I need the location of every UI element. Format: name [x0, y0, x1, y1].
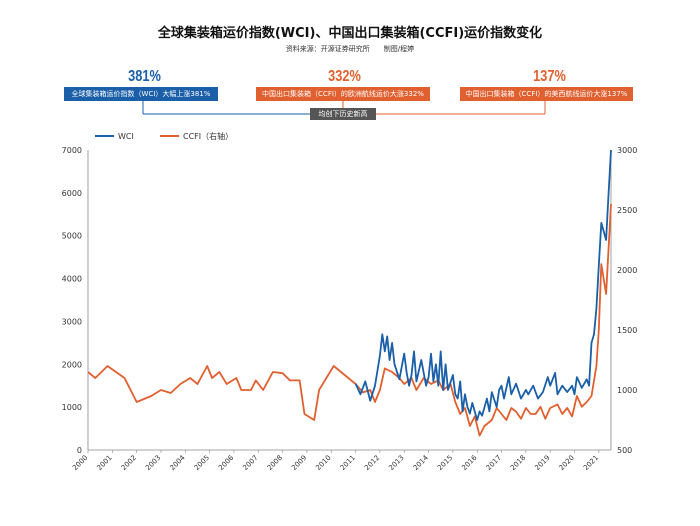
x-tick-label: 2009: [290, 454, 308, 472]
y-left-tick-label: 6000: [62, 189, 82, 198]
x-tick-label: 2015: [436, 454, 454, 472]
y-left-tick-label: 4000: [62, 275, 82, 284]
ccfi-us-callout-label: 中国出口集装箱（CCFI）的美西航线运价大涨137%: [460, 87, 633, 101]
x-tick-label: 2004: [168, 453, 187, 472]
wci-callout-label: 全球集装箱运价指数（WCI）大幅上涨381%: [64, 87, 218, 101]
legend-wci-label: WCI: [118, 132, 134, 141]
x-tick-label: 2002: [120, 454, 138, 472]
x-tick-label: 2001: [95, 454, 113, 472]
source-note: 资料来源：开源证券研究所 制图/程婷: [285, 45, 415, 53]
x-tick-label: 2011: [339, 454, 357, 472]
x-tick-label: 2018: [509, 454, 527, 472]
x-tick-label: 2008: [266, 454, 284, 472]
y-right-tick-label: 500: [617, 446, 632, 455]
x-tick-label: 2019: [533, 454, 551, 472]
x-tick-label: 2013: [387, 454, 405, 472]
y-left-tick-label: 2000: [62, 360, 82, 369]
x-tick-label: 2021: [582, 454, 600, 472]
y-left-tick-label: 7000: [62, 146, 82, 155]
ccfi-eu-callout-label: 中国出口集装箱（CCFI）的欧洲航线运价大涨332%: [256, 87, 430, 101]
x-tick-label: 2017: [485, 454, 503, 472]
x-tick-label: 2020: [558, 454, 576, 472]
wci-line: [354, 149, 612, 421]
ccfi-eu-callout-value: 332%: [328, 68, 361, 85]
y-right-tick-label: 1000: [617, 386, 637, 395]
x-tick-label: 2012: [363, 454, 381, 472]
ccfi-line: [87, 203, 612, 437]
y-left-tick-label: 1000: [62, 403, 82, 412]
y-left-tick-label: 0: [77, 446, 82, 455]
x-tick-label: 2010: [314, 454, 332, 472]
x-tick-label: 2007: [241, 454, 259, 472]
x-tick-label: 2014: [412, 453, 431, 472]
y-right-tick-label: 3000: [617, 146, 637, 155]
y-left-tick-label: 3000: [62, 317, 82, 326]
ccfi-us-callout-value: 137%: [533, 68, 566, 85]
x-tick-label: 2003: [144, 454, 162, 472]
y-right-tick-label: 1500: [617, 326, 637, 335]
x-tick-label: 2005: [193, 454, 211, 472]
legend-ccfi-label: CCFI（右轴）: [183, 131, 233, 141]
x-tick-label: 2016: [460, 453, 479, 472]
record-high-badge: 均创下历史新高: [310, 108, 376, 120]
y-right-tick-label: 2500: [617, 206, 637, 215]
y-left-tick-label: 5000: [62, 232, 82, 241]
y-right-tick-label: 2000: [617, 266, 637, 275]
wci-callout-value: 381%: [128, 68, 161, 85]
x-tick-label: 2006: [217, 453, 236, 472]
page-title: 全球集装箱运价指数(WCI)、中国出口集装箱(CCFI)运价指数变化: [157, 26, 543, 41]
x-tick-label: 2000: [71, 454, 89, 472]
